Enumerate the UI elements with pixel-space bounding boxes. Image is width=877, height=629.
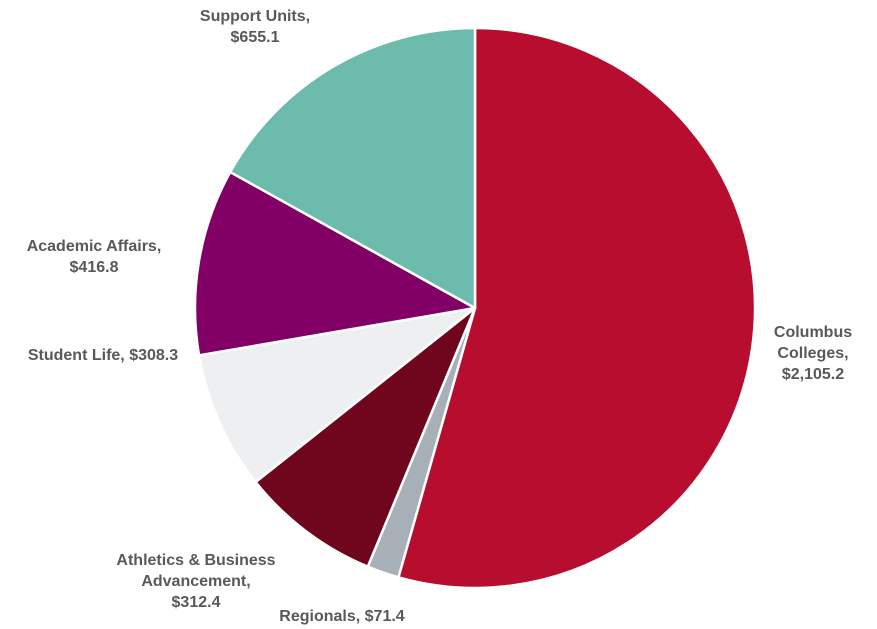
slice-label-line: Colleges, <box>777 345 848 362</box>
slice-label-athletics-and-business-advancement: Athletics & Business Advancement, $312.4 <box>116 552 275 611</box>
slice-label-line: Columbus <box>774 324 852 341</box>
slice-label-line: Advancement, <box>141 573 250 590</box>
slice-label-line: $655.1 <box>231 29 280 46</box>
slice-label-student-life: Student Life, $308.3 <box>28 347 178 364</box>
pie-slice-columbus-colleges <box>397 26 757 590</box>
slice-label-columbus-colleges: Columbus Colleges, $2,105.2 <box>774 324 852 383</box>
pie-slice-athletics-and-business-advancement <box>254 306 477 568</box>
slice-label-line: Athletics & Business <box>116 552 275 569</box>
slice-label-regionals: Regionals, $71.4 <box>279 608 404 625</box>
slice-label-line: Support Units, <box>200 8 310 25</box>
slices-layer <box>193 26 757 590</box>
pie-slice-support-units <box>228 26 477 310</box>
slice-label-academic-affairs: Academic Affairs, $416.8 <box>27 238 162 276</box>
labels-layer: Columbus Colleges, $2,105.2 Regionals, $71.… <box>27 8 853 625</box>
slice-label-support-units: Support Units, $655.1 <box>200 8 310 46</box>
slice-label-line: Regionals, $71.4 <box>279 608 404 625</box>
slice-label-line: Academic Affairs, <box>27 238 162 255</box>
pie-slice-student-life <box>197 306 477 484</box>
slice-label-line: Student Life, $308.3 <box>28 347 178 364</box>
slice-label-line: $312.4 <box>172 594 221 611</box>
slice-label-line: $2,105.2 <box>782 366 844 383</box>
pie-slice-academic-affairs <box>193 170 477 357</box>
slice-label-line: $416.8 <box>70 259 119 276</box>
